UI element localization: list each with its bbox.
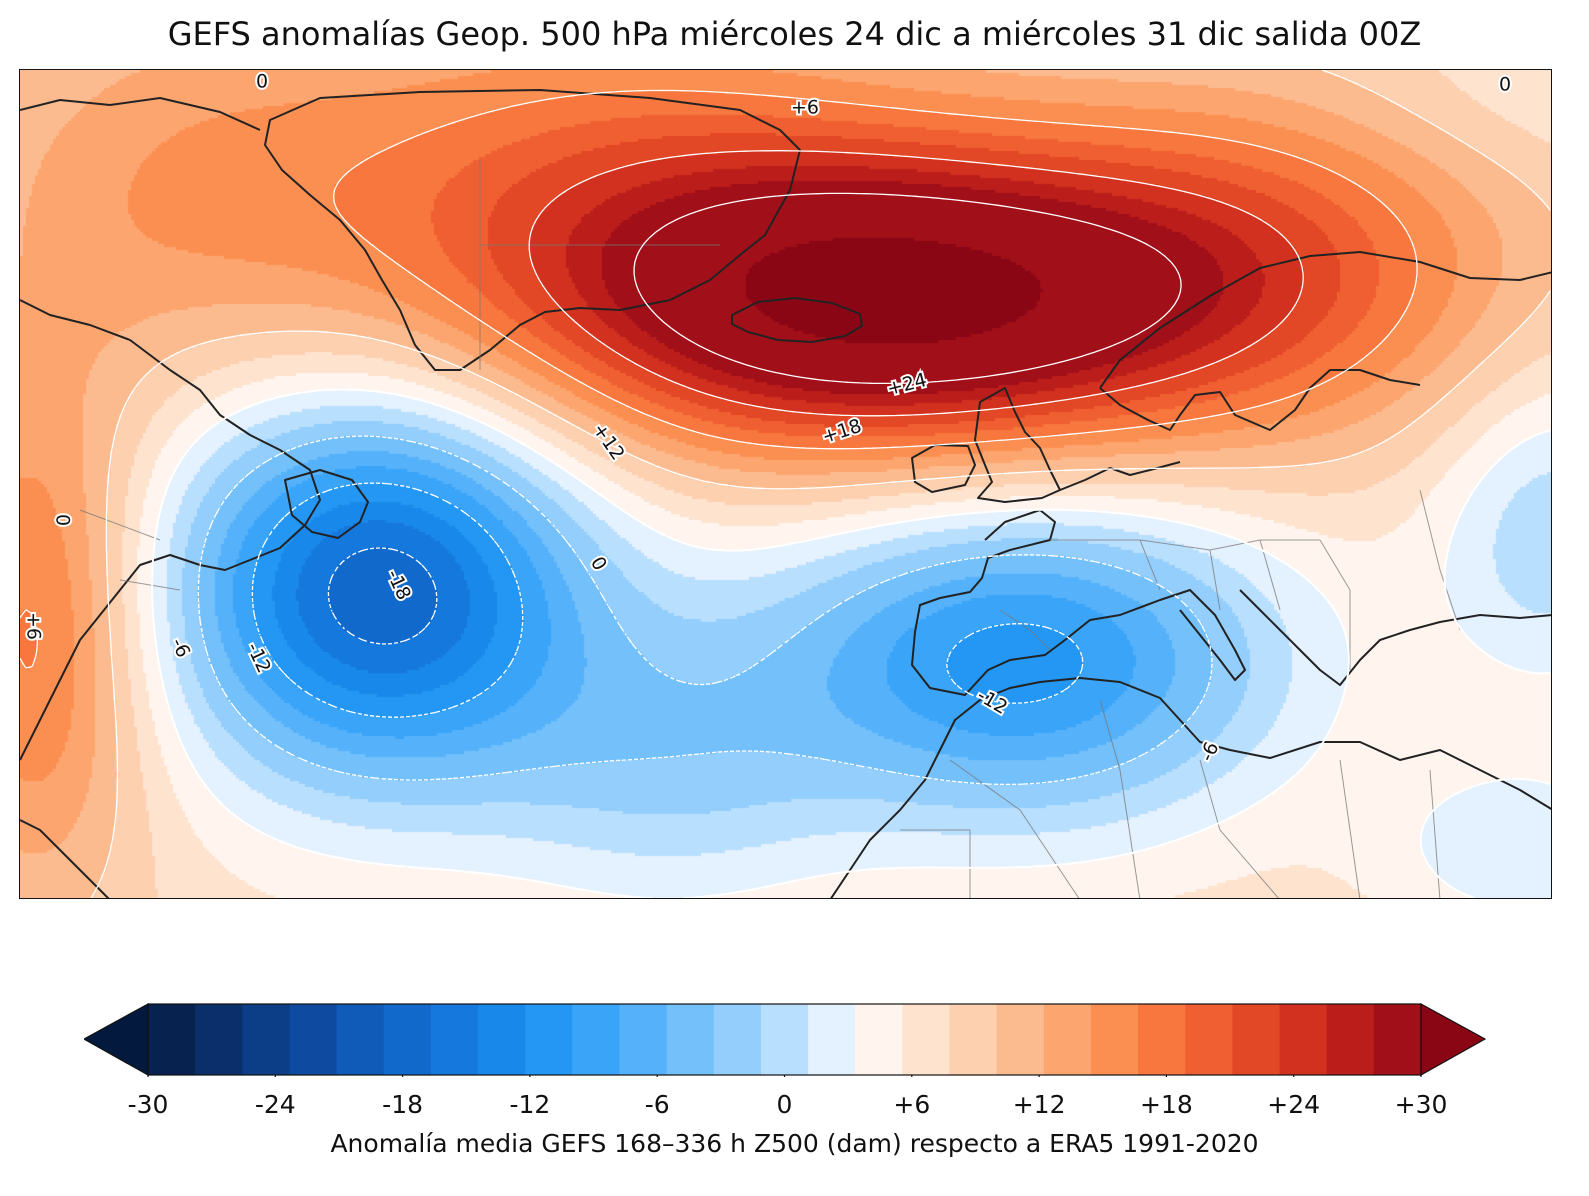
colorbar-under-arrow (84, 1002, 149, 1077)
contour-label: +6 (791, 97, 819, 119)
colorbar-cell (430, 1004, 479, 1075)
contour-line (528, 150, 1304, 417)
colorbar-cell (996, 1004, 1045, 1075)
colorbar-cell (619, 1004, 668, 1075)
north-america-coast (20, 97, 321, 898)
contour-line (633, 192, 1182, 385)
map-panel: 0 0 +6 +12 +18 +24 0 0 +6 -6 -12 -18 -12 -6 (19, 69, 1552, 899)
colorbar-cell (1232, 1004, 1281, 1075)
colorbar-cell (713, 1004, 762, 1075)
contour-label: 0 (256, 71, 268, 93)
colorbar-cell (289, 1004, 338, 1075)
colorbar-cells (148, 1004, 1422, 1075)
africa-coast (830, 677, 1551, 898)
contour-lines (20, 70, 1551, 898)
colorbar-cell (525, 1004, 573, 1075)
map-title: GEFS anomalías Geop. 500 hPa miércoles 2… (167, 15, 1422, 53)
tick-label: -12 (509, 1090, 551, 1119)
colorbar-cell (808, 1004, 856, 1075)
contour-label: 0 (1499, 74, 1511, 96)
tick-label: +6 (893, 1090, 931, 1119)
contour-label: +6 (23, 612, 45, 640)
tick-label: -24 (254, 1090, 296, 1119)
contour-line (90, 70, 1551, 898)
colorbar-cell (1043, 1004, 1092, 1075)
colorbar-cell (195, 1004, 243, 1075)
colorbar-cell (666, 1004, 715, 1075)
colorbar-cell (902, 1004, 951, 1075)
colorbar-cell (148, 1004, 196, 1075)
scandinavia-coast (1099, 251, 1551, 431)
tick-label: +12 (1012, 1090, 1066, 1119)
colorbar-cell (1138, 1004, 1186, 1075)
tick-label: -18 (382, 1090, 424, 1119)
colorbar-cell (1373, 1004, 1422, 1075)
anomaly-fill (20, 70, 1551, 898)
contour-line (197, 435, 1213, 786)
colorbar-cell (383, 1004, 432, 1075)
colorbar-cell (572, 1004, 621, 1075)
colorbar-cell (1279, 1004, 1328, 1075)
contour-line (151, 388, 1551, 898)
contour-line (327, 547, 438, 645)
greenland-coast (264, 89, 801, 371)
tick-label: -30 (127, 1090, 169, 1119)
border-lines (79, 160, 1461, 898)
contour-line (20, 89, 1418, 669)
colorbar (84, 1002, 1487, 1077)
contour-label: 0 (52, 514, 74, 526)
colorbar-over-arrow (1420, 1002, 1487, 1077)
colorbar-ticks (147, 1075, 1422, 1077)
colorbar-cell (336, 1004, 385, 1075)
colorbar-cell (949, 1004, 998, 1075)
iceland-coast (731, 297, 863, 343)
colorbar-cell (478, 1004, 526, 1075)
colorbar-cell (242, 1004, 291, 1075)
anomaly-raster (20, 70, 1551, 898)
colorbar-cell (1185, 1004, 1234, 1075)
newfoundland-coast (284, 469, 369, 539)
tick-label: -6 (644, 1090, 670, 1119)
colorbar-cell (760, 1004, 809, 1075)
colorbar-label: Anomalía media GEFS 168–336 h Z500 (dam)… (330, 1129, 1259, 1158)
tick-label: +18 (1140, 1090, 1193, 1119)
contour-line (251, 482, 1084, 718)
tick-label: 0 (776, 1090, 793, 1119)
colorbar-cell (855, 1004, 903, 1075)
colorbar-cell (1090, 1004, 1139, 1075)
tick-label: +24 (1267, 1090, 1321, 1119)
colorbar-cell (1326, 1004, 1375, 1075)
country-borders (79, 160, 1461, 898)
tick-label: +30 (1394, 1090, 1448, 1119)
